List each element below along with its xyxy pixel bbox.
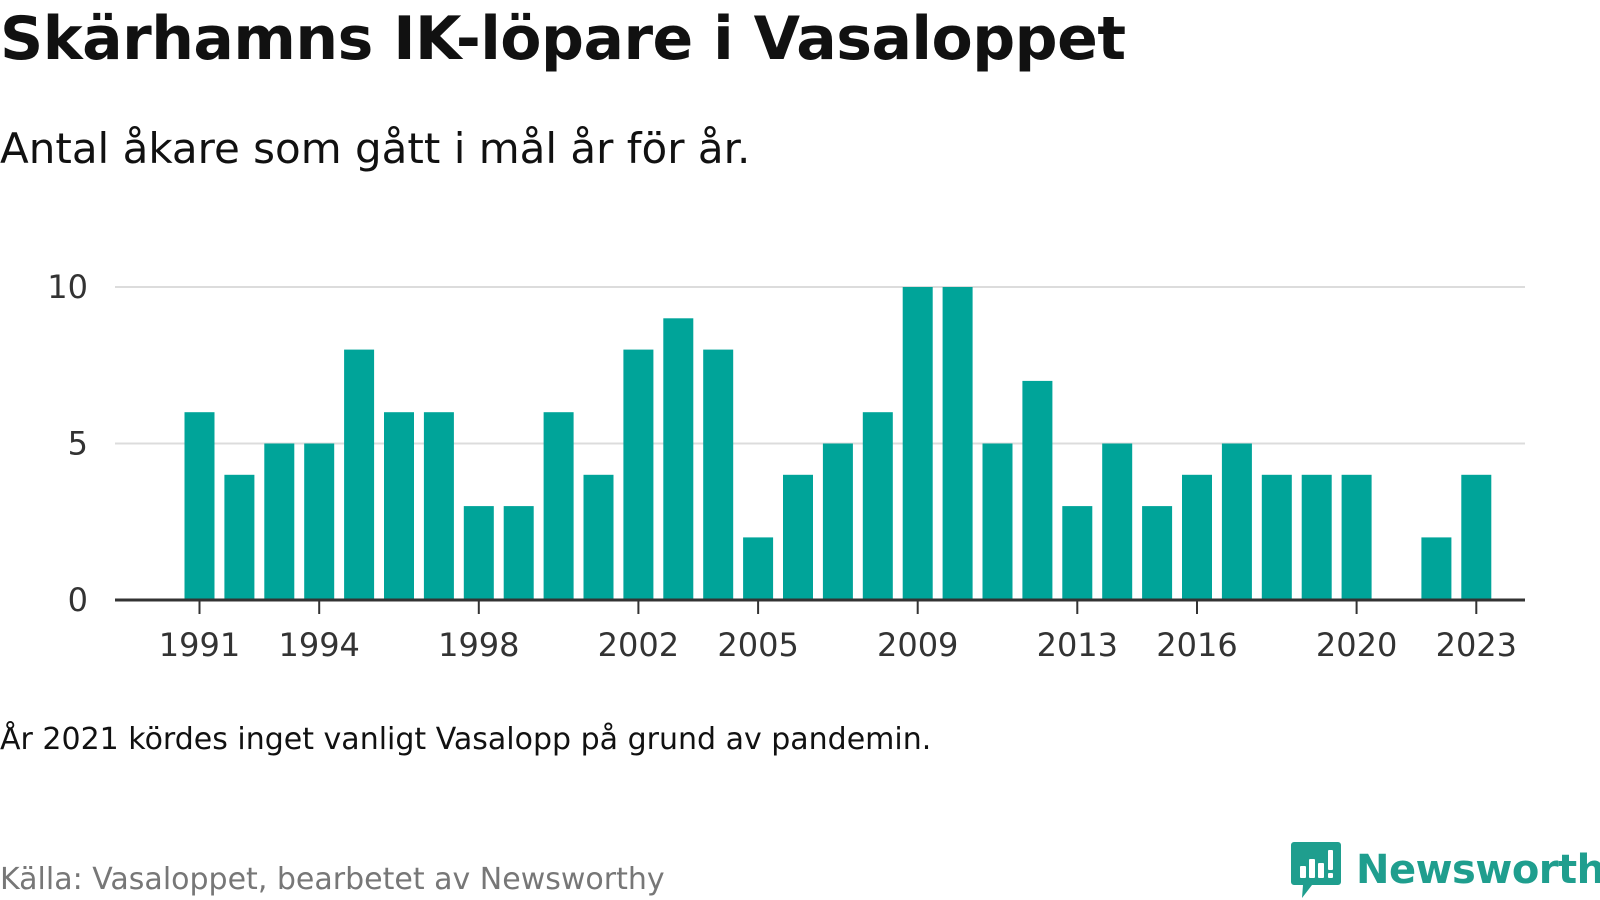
grid-lines bbox=[115, 286, 1525, 445]
bar-2003 bbox=[663, 318, 694, 600]
axes bbox=[115, 598, 1525, 614]
chart-title: Skärhamns IK-löpare i Vasaloppet bbox=[0, 4, 1126, 74]
bar-2008 bbox=[862, 412, 893, 600]
bar-2023 bbox=[1461, 474, 1492, 600]
y-tick-label: 5 bbox=[68, 425, 88, 463]
bar-2006 bbox=[783, 474, 813, 600]
bar-2020 bbox=[1341, 474, 1372, 600]
bar-1997 bbox=[423, 412, 454, 600]
chart-subtitle: Antal åkare som gått i mål år för år. bbox=[0, 124, 751, 173]
bar-1993 bbox=[264, 443, 295, 600]
bar-1996 bbox=[384, 412, 414, 600]
x-tick-label: 2020 bbox=[1316, 626, 1397, 664]
bar-1999 bbox=[503, 506, 534, 600]
bar-2001 bbox=[583, 474, 614, 600]
bar-2005 bbox=[743, 537, 774, 600]
y-tick-label: 0 bbox=[68, 581, 88, 619]
y-tick-label: 10 bbox=[47, 268, 88, 306]
bar-2014 bbox=[1102, 443, 1133, 600]
bars bbox=[184, 287, 1492, 600]
x-tick-label: 1994 bbox=[278, 626, 359, 664]
x-tick-label: 2023 bbox=[1436, 626, 1517, 664]
brand-logo: Newsworthy bbox=[1290, 840, 1600, 900]
bar-2012 bbox=[1022, 380, 1053, 600]
x-tick-label: 2009 bbox=[877, 626, 958, 664]
bar-2015 bbox=[1142, 506, 1173, 600]
bar-1995 bbox=[344, 349, 375, 600]
newsworthy-logo-icon bbox=[1291, 842, 1341, 898]
bar-2022 bbox=[1421, 537, 1452, 600]
bar-1991 bbox=[184, 412, 215, 600]
bar-1992 bbox=[224, 474, 255, 600]
bar-2010 bbox=[942, 287, 973, 600]
bar-2007 bbox=[822, 443, 853, 600]
x-tick-label: 2016 bbox=[1156, 626, 1237, 664]
bar-2016 bbox=[1182, 474, 1212, 600]
bar-2017 bbox=[1221, 443, 1252, 600]
bar-2004 bbox=[703, 349, 734, 600]
x-tick-label: 1991 bbox=[159, 626, 240, 664]
x-tick-label: 2005 bbox=[717, 626, 798, 664]
bar-1994 bbox=[304, 443, 335, 600]
x-tick-label: 1998 bbox=[438, 626, 519, 664]
bar-2013 bbox=[1062, 506, 1093, 600]
source-text: Källa: Vasaloppet, bearbetet av Newswort… bbox=[0, 862, 665, 897]
bar-2011 bbox=[982, 443, 1013, 600]
bar-2019 bbox=[1301, 474, 1332, 600]
x-tick-label: 2002 bbox=[598, 626, 679, 664]
bar-2009 bbox=[902, 287, 933, 600]
bar-2000 bbox=[543, 412, 574, 600]
footnote: År 2021 kördes inget vanligt Vasalopp på… bbox=[0, 722, 932, 757]
tick-labels: 0 5 10 1991 1994 1998 2002 2005 2009 2013 2016 2020… bbox=[47, 268, 1517, 664]
bar-2002 bbox=[623, 349, 654, 600]
brand-name: Newsworthy bbox=[1356, 847, 1600, 893]
bar-2018 bbox=[1261, 474, 1292, 600]
bar-1998 bbox=[463, 506, 494, 600]
bar-chart: 0 5 10 1991 1994 1998 2002 2005 2009 2013 2016 2020… bbox=[47, 268, 1525, 664]
x-tick-label: 2013 bbox=[1037, 626, 1118, 664]
